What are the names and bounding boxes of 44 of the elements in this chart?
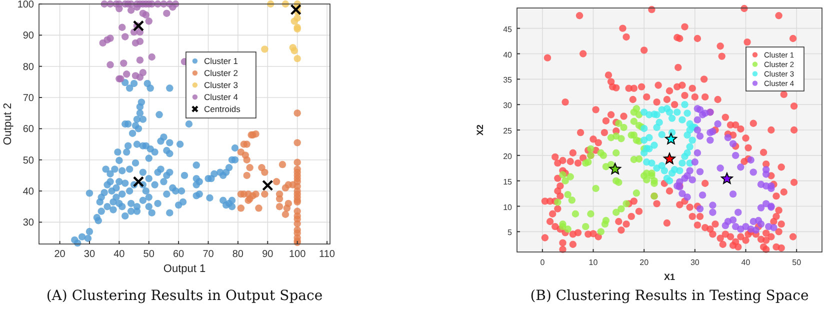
x-tick-label: 20 — [640, 258, 650, 267]
y-tick-label: 35 — [503, 76, 513, 85]
legend-label: Cluster 2 — [204, 68, 238, 78]
x-tick-label: 30 — [690, 258, 700, 267]
y-tick-label: 5 — [508, 228, 513, 238]
x-tick-label: 40 — [741, 258, 751, 267]
y-tick-label: 30 — [503, 101, 513, 110]
y-tick-label: 70 — [22, 93, 34, 104]
y-axis-title: Output 2 — [2, 102, 14, 146]
x-tick-label: 60 — [173, 249, 185, 260]
y-tick-label: 45 — [503, 24, 513, 34]
y-tick-label: 40 — [22, 186, 34, 198]
text: (A) Clustering Results in Output Space — [46, 288, 323, 304]
y-axis-title: X2 — [475, 124, 485, 136]
x-tick-label: 70 — [202, 249, 214, 260]
x-tick-label: 50 — [143, 249, 155, 260]
x-tick-label: 0 — [540, 258, 546, 267]
x-tick-label: 110 — [319, 249, 336, 260]
x-tick-label: 10 — [588, 258, 598, 267]
legend-label: Cluster 3 — [204, 80, 238, 90]
y-tick-label: 50 — [22, 155, 34, 166]
y-tick-label: 10 — [503, 202, 513, 212]
y-tick-label: 80 — [22, 62, 34, 73]
y-tick-label: 100 — [17, 0, 34, 10]
x-tick-label: 40 — [114, 249, 126, 260]
y-tick-label: 25 — [503, 126, 513, 136]
y-tick-label: 30 — [22, 218, 34, 229]
x-tick-label: 30 — [84, 249, 96, 260]
y-tick-label: 60 — [22, 124, 34, 136]
y-tick-label: 90 — [22, 30, 34, 42]
y-tick-label: 20 — [503, 152, 513, 161]
text: (B) Clustering Results in Testing Space — [530, 288, 809, 304]
legend-label: Cluster 1 — [204, 56, 238, 66]
x-axis-title: X1 — [664, 272, 676, 282]
legend-label: Centroids — [204, 104, 240, 114]
x-tick-label: 50 — [792, 258, 802, 267]
y-tick-label: 40 — [503, 50, 513, 60]
x-tick-label: 90 — [262, 249, 274, 260]
y-tick-label: 15 — [503, 177, 513, 186]
x-tick-label: 100 — [288, 249, 306, 260]
x-tick-label: 80 — [232, 249, 244, 260]
x-tick-label: 20 — [54, 249, 66, 260]
legend-label: Cluster 4 — [204, 92, 238, 102]
x-axis-title: Output 1 — [163, 263, 206, 275]
